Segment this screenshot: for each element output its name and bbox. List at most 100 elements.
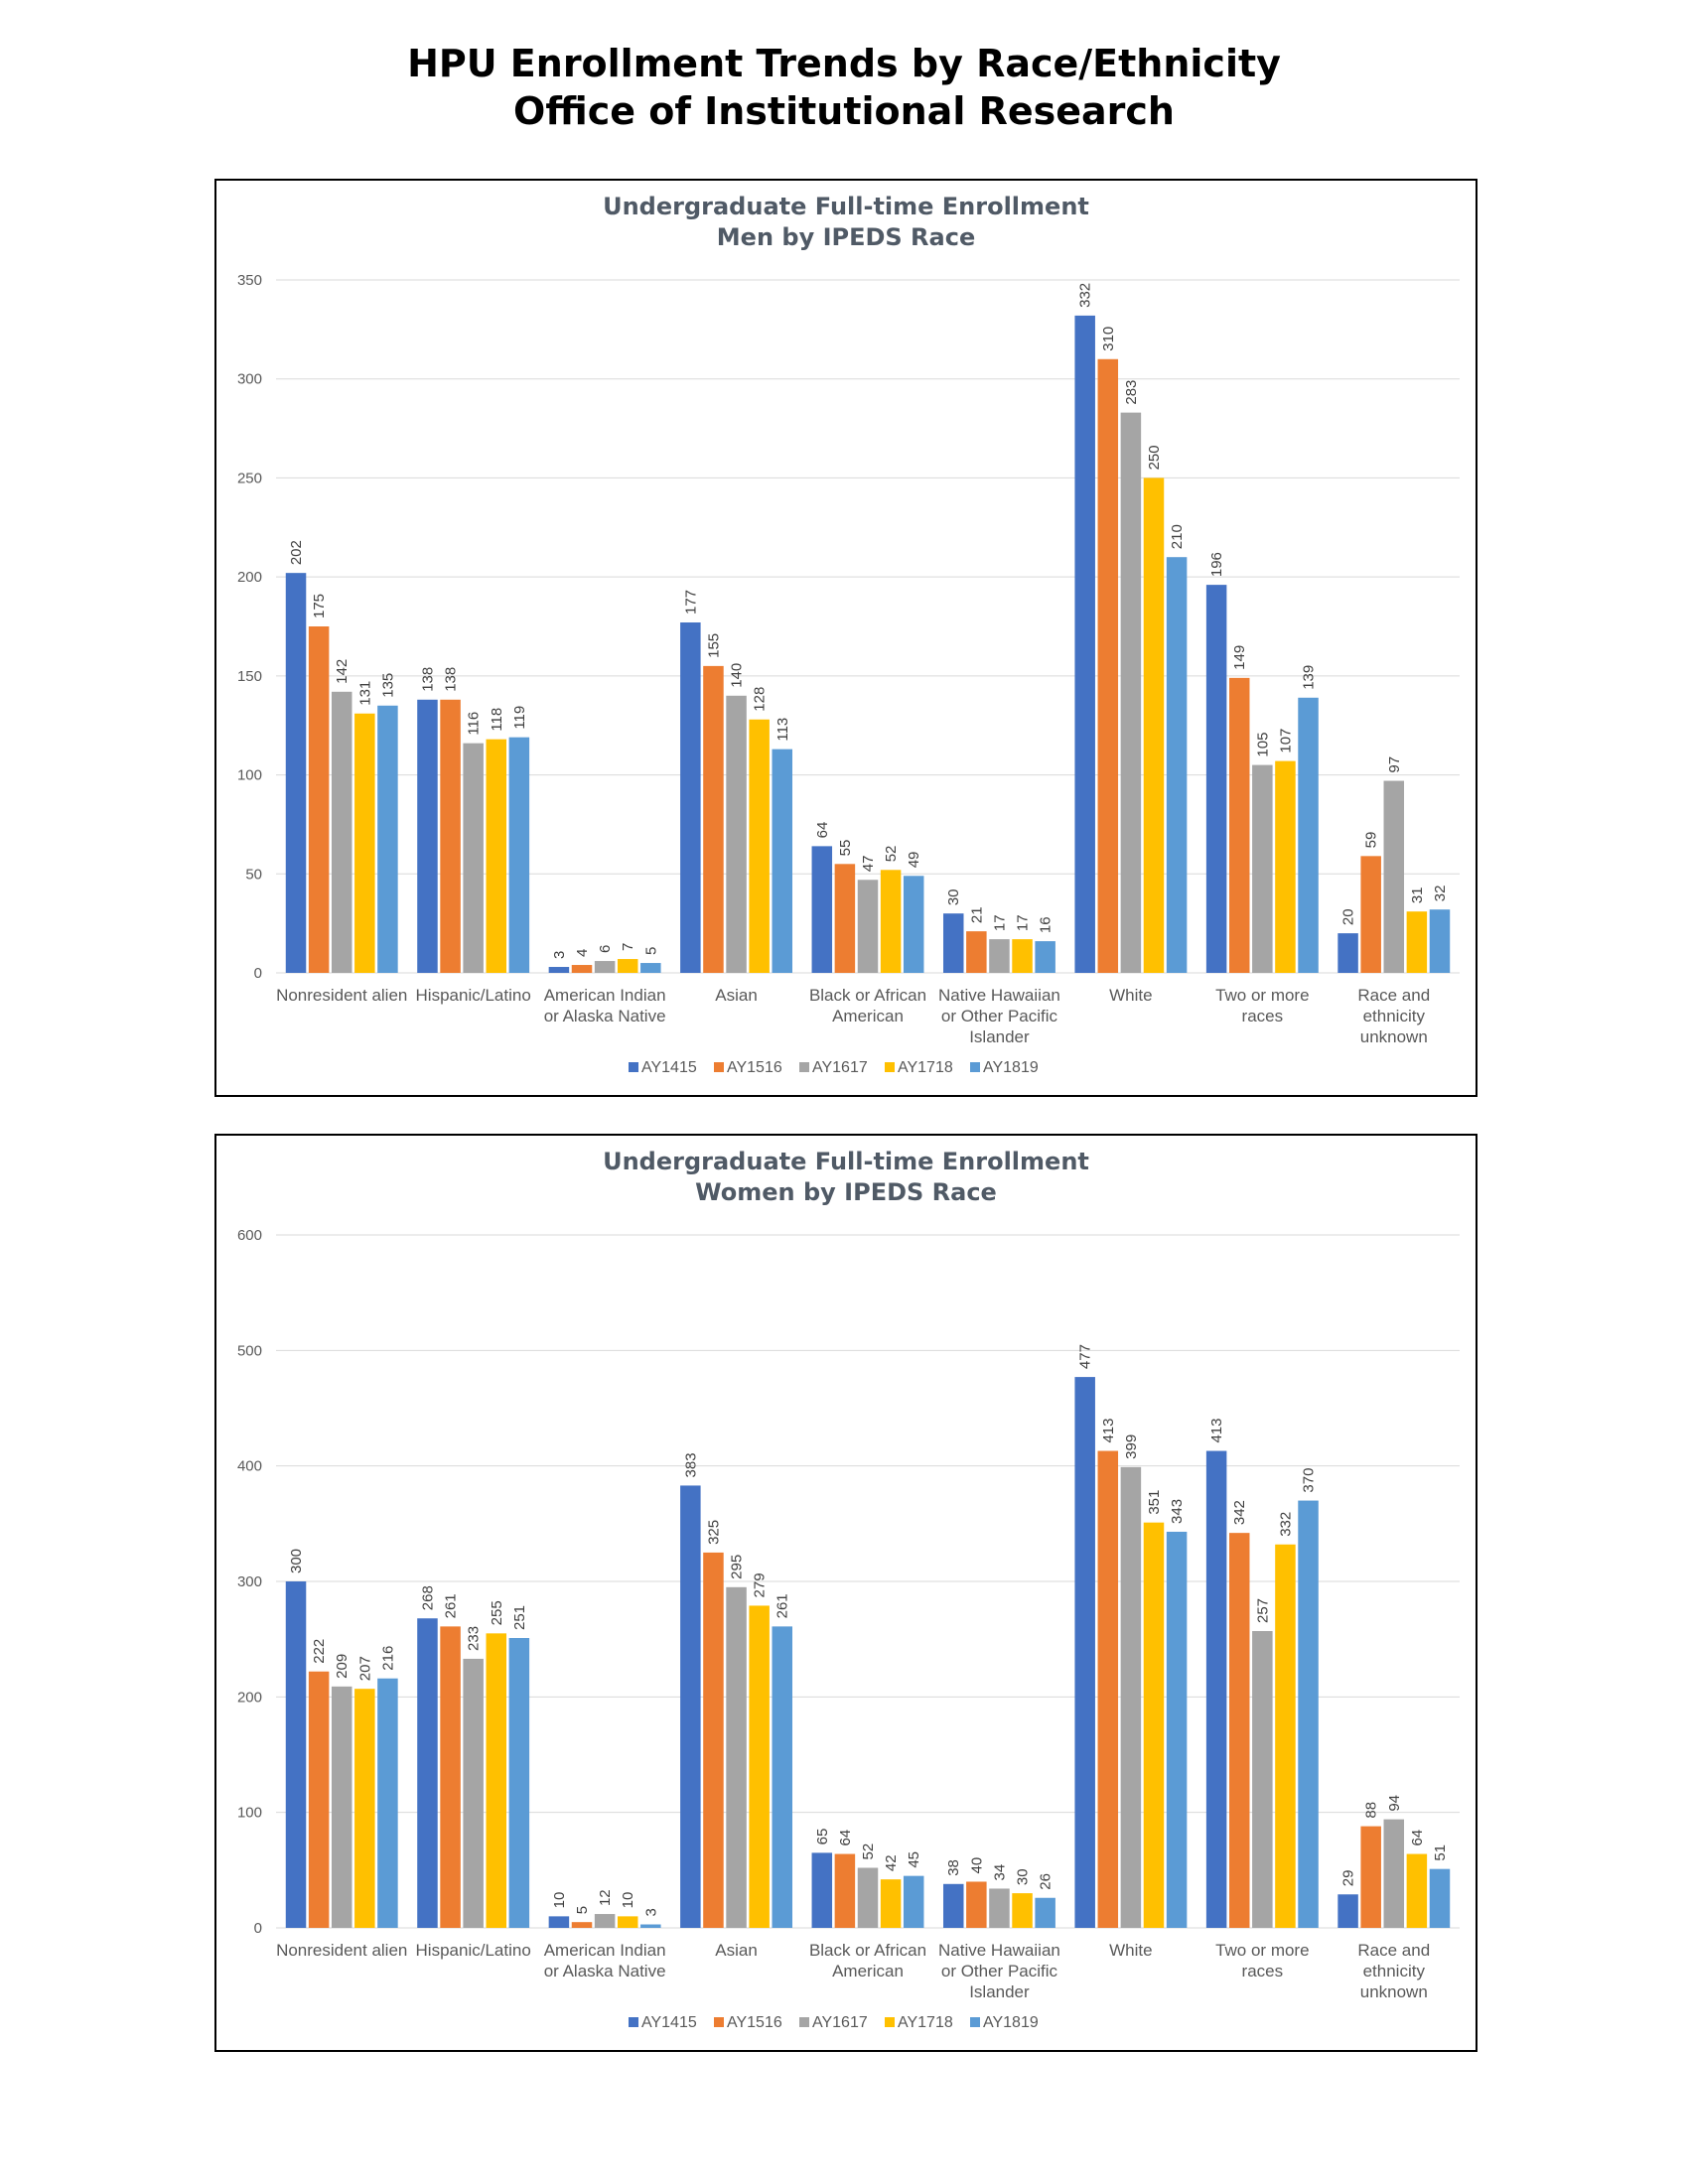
men-bar-ay1617: [857, 880, 879, 973]
men-data-label: 138: [443, 667, 460, 692]
men-bar-ay1415: [1205, 585, 1227, 973]
women-legend-swatch-ay1516: [714, 2017, 724, 2027]
men-category-label: Two or more: [1215, 986, 1309, 1005]
women-data-label: 52: [860, 1843, 877, 1860]
women-bar-ay1617: [1120, 1466, 1142, 1928]
women-data-label: 332: [1277, 1512, 1294, 1537]
men-bar-ay1415: [942, 913, 964, 973]
men-bar-ay1516: [1097, 358, 1119, 973]
women-bar-ay1718: [617, 1916, 638, 1928]
men-bar-ay1819: [377, 705, 398, 973]
women-data-label: 10: [551, 1892, 568, 1909]
men-data-label: 310: [1100, 327, 1117, 351]
women-category-label: Nonresident alien: [276, 1941, 407, 1960]
women-data-label: 300: [288, 1549, 305, 1573]
women-bar-ay1415: [1205, 1450, 1227, 1928]
women-category-label: Native Hawaiian: [938, 1941, 1060, 1960]
men-data-label: 47: [860, 856, 877, 873]
women-bar-ay1516: [1097, 1450, 1119, 1928]
women-y-tick-label: 500: [237, 1342, 262, 1359]
women-bar-ay1516: [834, 1853, 856, 1928]
women-bar-ay1718: [1275, 1544, 1296, 1928]
men-y-tick-label: 50: [245, 866, 262, 883]
men-chart-subtitle: Men by IPEDS Race: [717, 223, 975, 251]
men-bar-ay1617: [594, 961, 616, 973]
men-data-label: 49: [906, 852, 922, 869]
women-bar-ay1718: [1012, 1893, 1033, 1928]
men-data-label: 3: [551, 951, 568, 959]
women-category-label: Hispanic/Latino: [416, 1941, 531, 1960]
women-data-label: 413: [1100, 1419, 1117, 1443]
men-data-label: 107: [1277, 729, 1294, 753]
men-bar-ay1819: [1166, 557, 1188, 973]
men-data-label: 17: [991, 914, 1008, 931]
men-data-label: 250: [1146, 445, 1163, 470]
women-legend-label: AY1415: [641, 2014, 697, 2031]
women-bar-ay1617: [989, 1888, 1010, 1928]
women-chart-title: Undergraduate Full-time Enrollment: [603, 1148, 1089, 1175]
women-bar-ay1415: [548, 1916, 570, 1928]
women-bar-ay1415: [1074, 1377, 1095, 1928]
men-bar-ay1718: [749, 719, 770, 973]
women-category-label: Race and: [1357, 1941, 1430, 1960]
women-category-label: White: [1109, 1941, 1152, 1960]
men-legend-swatch-ay1819: [970, 1062, 980, 1072]
women-category-label: unknown: [1360, 1982, 1428, 2001]
men-bar-ay1819: [903, 876, 924, 973]
men-y-tick-label: 100: [237, 767, 262, 784]
women-bar-ay1819: [772, 1626, 793, 1928]
men-data-label: 196: [1208, 552, 1225, 577]
chart-men-enrollment: Undergraduate Full-time Enrollment Men by…: [214, 179, 1477, 1097]
men-bar-ay1617: [989, 939, 1010, 973]
men-data-label: 59: [1363, 832, 1380, 849]
women-data-label: 399: [1123, 1434, 1140, 1459]
women-bar-ay1718: [1406, 1853, 1428, 1928]
women-data-label: 222: [311, 1639, 328, 1664]
women-bar-ay1617: [594, 1914, 616, 1928]
women-category-label: ethnicity: [1363, 1962, 1426, 1980]
men-bar-ay1718: [1275, 760, 1296, 973]
women-data-label: 343: [1169, 1499, 1186, 1524]
men-data-label: 20: [1340, 908, 1357, 925]
women-data-label: 94: [1386, 1795, 1403, 1812]
women-bar-ay1819: [377, 1678, 398, 1928]
men-data-label: 139: [1301, 665, 1318, 690]
women-bar-ay1819: [1035, 1897, 1055, 1928]
men-bar-ay1819: [772, 749, 793, 973]
men-data-label: 155: [705, 633, 722, 658]
women-bar-ay1516: [571, 1922, 593, 1928]
women-chart-subtitle: Women by IPEDS Race: [695, 1178, 997, 1206]
men-bar-ay1415: [811, 846, 833, 973]
men-bar-ay1516: [1228, 677, 1250, 973]
women-bar-ay1415: [1337, 1894, 1358, 1928]
men-bar-ay1516: [966, 931, 987, 973]
men-data-label: 17: [1015, 914, 1032, 931]
men-data-label: 64: [814, 822, 831, 839]
women-data-label: 26: [1038, 1873, 1055, 1890]
women-data-label: 42: [883, 1854, 900, 1871]
page-title: HPU Enrollment Trends by Race/Ethnicity: [407, 42, 1281, 85]
men-bar-ay1415: [417, 699, 438, 973]
men-y-tick-label: 150: [237, 668, 262, 685]
men-legend-swatch-ay1617: [799, 1062, 809, 1072]
men-bar-ay1617: [1252, 764, 1273, 973]
men-data-label: 31: [1409, 887, 1426, 903]
men-category-label: Asian: [715, 986, 758, 1005]
men-data-label: 202: [288, 540, 305, 565]
men-category-label: or Alaska Native: [544, 1007, 666, 1025]
women-legend-swatch-ay1819: [970, 2017, 980, 2027]
women-data-label: 29: [1340, 1870, 1357, 1887]
women-category-label: or Other Pacific: [941, 1962, 1058, 1980]
men-bar-ay1718: [617, 959, 638, 973]
women-bar-ay1415: [942, 1883, 964, 1928]
women-bar-ay1819: [1298, 1500, 1319, 1928]
men-bar-ay1516: [834, 864, 856, 973]
men-data-label: 7: [620, 943, 636, 951]
women-category-label: Two or more: [1215, 1941, 1309, 1960]
women-category-label: Islander: [969, 1982, 1030, 2001]
men-data-label: 52: [883, 846, 900, 863]
women-y-tick-label: 200: [237, 1689, 262, 1706]
women-legend-label: AY1718: [898, 2014, 953, 2031]
men-bar-ay1617: [1383, 780, 1405, 973]
men-data-label: 283: [1123, 380, 1140, 405]
